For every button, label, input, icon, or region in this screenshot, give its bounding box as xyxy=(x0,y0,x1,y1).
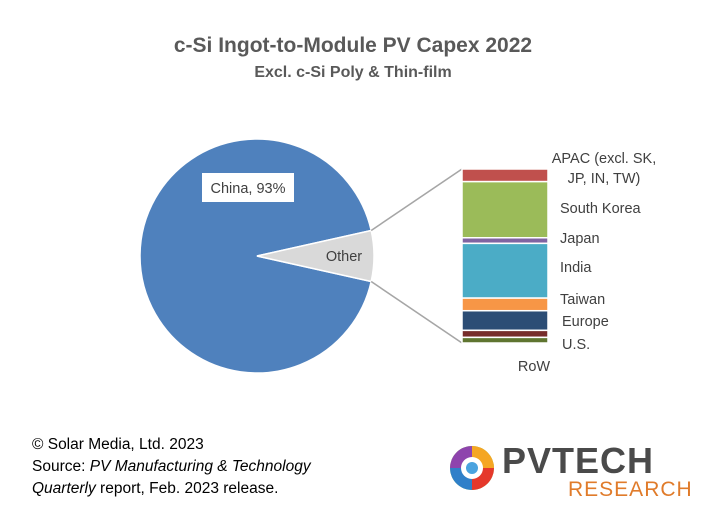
bar-segment-2 xyxy=(461,180,549,239)
bar-label-8: RoW xyxy=(518,359,551,375)
bar-segment-3 xyxy=(461,237,549,245)
pvtech-logo: PVTECH RESEARCH xyxy=(444,436,692,501)
chart-title: c-Si Ingot-to-Module PV Capex 2022 xyxy=(173,34,533,57)
report-line: Quarterly report, Feb. 2023 release. xyxy=(32,478,311,500)
bar-label-2: South Korea xyxy=(560,201,642,217)
copyright-line: © Solar Media, Ltd. 2023 xyxy=(32,436,204,453)
bar-label-7: U.S. xyxy=(562,337,590,353)
logo-emblem-icon xyxy=(450,446,494,490)
connector-line-bottom xyxy=(370,280,463,344)
bar-label-4: India xyxy=(560,260,592,276)
logo-text: PVTECH xyxy=(502,440,655,481)
bar-segment-6 xyxy=(461,309,549,332)
pie-label-other: Other xyxy=(326,249,362,265)
bar-label-5: Taiwan xyxy=(560,292,605,308)
pie-label-china-box xyxy=(202,173,294,202)
bar-segment-5 xyxy=(461,297,549,312)
pie-label-china: China, 93% xyxy=(211,181,286,197)
bar-label-1: APAC (excl. SK, JP, IN, TW) xyxy=(552,151,656,187)
source-prefix: Source: xyxy=(32,458,90,475)
bar-segment-1 xyxy=(461,168,549,183)
bar-segment-8 xyxy=(461,336,549,344)
chart-subtitle: Excl. c-Si Poly & Thin-film xyxy=(254,64,452,81)
source-line: Source: PV Manufacturing & Technology xyxy=(32,456,311,478)
source-note: © Solar Media, Ltd. 2023 Source: PV Manu… xyxy=(32,434,311,500)
source-title: PV Manufacturing & Technology xyxy=(89,458,311,475)
report-rest: report, Feb. 2023 release. xyxy=(95,480,279,497)
logo-subtext: RESEARCH xyxy=(568,478,693,501)
bar-label-6: Europe xyxy=(562,314,609,330)
pie-slice-china xyxy=(139,138,373,374)
bar-label-3: Japan xyxy=(560,231,600,247)
bar-segment-7 xyxy=(461,329,549,339)
connector-line-top xyxy=(370,168,463,232)
bar-segment-4 xyxy=(461,242,549,299)
report-title: Quarterly xyxy=(32,480,96,497)
pie-slice-other xyxy=(256,229,375,283)
